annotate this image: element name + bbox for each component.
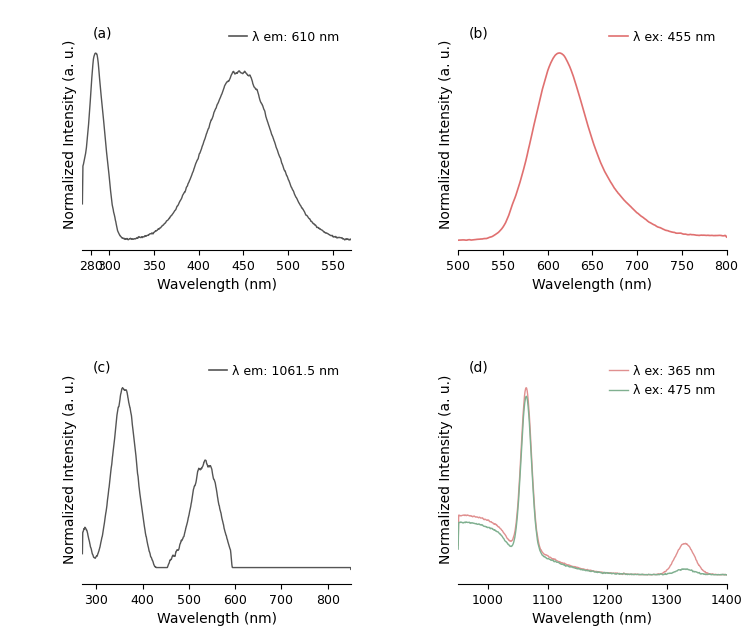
- λ ex: 475 nm: (1.26e+03, 0.00103): 475 nm: (1.26e+03, 0.00103): [638, 571, 647, 578]
- λ ex: 365 nm: (1.26e+03, 0.00116): 365 nm: (1.26e+03, 0.00116): [638, 571, 647, 578]
- Line: λ ex: 365 nm: λ ex: 365 nm: [458, 388, 727, 575]
- Text: (a): (a): [93, 26, 112, 40]
- Y-axis label: Normalized Intensity (a. u.): Normalized Intensity (a. u.): [439, 374, 452, 564]
- λ ex: 365 nm: (950, 0.158): 365 nm: (950, 0.158): [454, 541, 463, 549]
- Y-axis label: Normalized Intensity (a. u.): Normalized Intensity (a. u.): [439, 40, 452, 229]
- λ ex: 475 nm: (1.15e+03, 0.0341): 475 nm: (1.15e+03, 0.0341): [572, 564, 581, 572]
- X-axis label: Wavelength (nm): Wavelength (nm): [157, 278, 276, 292]
- Text: (c): (c): [93, 361, 112, 374]
- λ ex: 475 nm: (1.13e+03, 0.0493): 475 nm: (1.13e+03, 0.0493): [562, 562, 571, 569]
- λ ex: 365 nm: (996, 0.296): 365 nm: (996, 0.296): [481, 516, 490, 523]
- Legend: λ ex: 455 nm: λ ex: 455 nm: [604, 26, 721, 49]
- X-axis label: Wavelength (nm): Wavelength (nm): [157, 612, 276, 627]
- Text: (b): (b): [469, 26, 488, 40]
- λ ex: 475 nm: (950, 0.137): 475 nm: (950, 0.137): [454, 545, 463, 553]
- λ ex: 475 nm: (1.3e+03, 0.00766): 475 nm: (1.3e+03, 0.00766): [663, 569, 672, 577]
- λ ex: 365 nm: (1.15e+03, 0.0408): 365 nm: (1.15e+03, 0.0408): [572, 563, 581, 571]
- λ ex: 475 nm: (1.06e+03, 0.952): 475 nm: (1.06e+03, 0.952): [522, 392, 531, 400]
- Line: λ ex: 475 nm: λ ex: 475 nm: [458, 396, 727, 575]
- λ ex: 365 nm: (1.06e+03, 0.998): 365 nm: (1.06e+03, 0.998): [521, 384, 530, 392]
- λ ex: 475 nm: (996, 0.257): 475 nm: (996, 0.257): [481, 523, 490, 530]
- λ ex: 365 nm: (1.4e+03, 5.67e-05): 365 nm: (1.4e+03, 5.67e-05): [722, 571, 731, 578]
- λ ex: 475 nm: (1.31e+03, 0.0114): 475 nm: (1.31e+03, 0.0114): [668, 569, 677, 577]
- λ ex: 365 nm: (1.27e+03, 0): 365 nm: (1.27e+03, 0): [642, 571, 651, 578]
- λ ex: 365 nm: (1.31e+03, 0.0723): 365 nm: (1.31e+03, 0.0723): [668, 557, 677, 565]
- Text: (d): (d): [469, 361, 488, 374]
- λ ex: 365 nm: (1.13e+03, 0.0538): 365 nm: (1.13e+03, 0.0538): [562, 561, 571, 569]
- Y-axis label: Normalized Intensity (a. u.): Normalized Intensity (a. u.): [63, 374, 77, 564]
- Legend: λ ex: 365 nm, λ ex: 475 nm: λ ex: 365 nm, λ ex: 475 nm: [604, 360, 721, 402]
- Y-axis label: Normalized Intensity (a. u.): Normalized Intensity (a. u.): [63, 40, 77, 229]
- Legend: λ em: 610 nm: λ em: 610 nm: [223, 26, 345, 49]
- Legend: λ em: 1061.5 nm: λ em: 1061.5 nm: [204, 360, 345, 383]
- λ ex: 475 nm: (1.4e+03, 0): 475 nm: (1.4e+03, 0): [720, 571, 729, 578]
- X-axis label: Wavelength (nm): Wavelength (nm): [533, 278, 652, 292]
- λ ex: 365 nm: (1.3e+03, 0.0307): 365 nm: (1.3e+03, 0.0307): [664, 565, 673, 573]
- X-axis label: Wavelength (nm): Wavelength (nm): [533, 612, 652, 627]
- λ ex: 475 nm: (1.4e+03, 5.21e-05): 475 nm: (1.4e+03, 5.21e-05): [722, 571, 731, 578]
